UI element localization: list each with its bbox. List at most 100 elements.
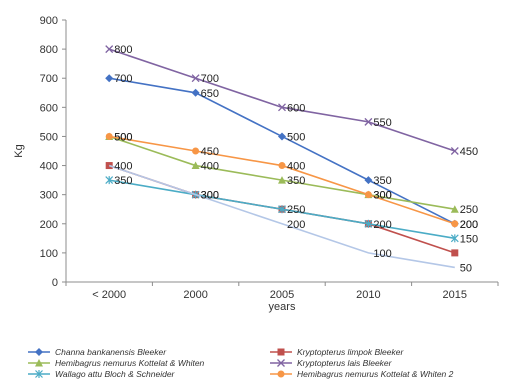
legend-marker (35, 370, 43, 378)
series-line (108, 164, 455, 269)
x-tick-label: 2000 (183, 289, 207, 301)
data-label: 500 (287, 131, 305, 143)
series-lines (105, 45, 459, 269)
data-point (450, 205, 459, 213)
y-tick-label: 400 (40, 161, 58, 173)
legend-item: Kryptopterus limpok Bleeker (270, 347, 404, 357)
data-label: 500 (114, 131, 132, 143)
data-label: 300 (373, 190, 391, 202)
data-label: 400 (114, 161, 132, 173)
data-label: 400 (201, 161, 219, 173)
legend-item: Hemibagrus nemurus Kottelat & Whiten (28, 358, 205, 368)
legend-label: Wallago attu Bloch & Schneider (55, 369, 176, 379)
data-label: 700 (201, 73, 219, 85)
data-label: 300 (201, 190, 219, 202)
data-label: 450 (460, 146, 478, 158)
x-axis-title: years (269, 301, 296, 313)
y-tick-label: 0 (52, 277, 58, 289)
data-label: 650 (201, 88, 219, 100)
legend-marker (35, 348, 43, 356)
y-tick-label: 800 (40, 44, 58, 56)
marker-shape (364, 117, 373, 126)
marker-shape (450, 205, 459, 213)
data-point (450, 234, 459, 243)
y-tick-label: 100 (40, 248, 58, 260)
y-tick-label: 600 (40, 102, 58, 114)
marker-shape (277, 370, 285, 378)
marker-shape (451, 220, 459, 228)
marker-shape (105, 45, 114, 54)
data-point (191, 161, 200, 170)
y-tick-label: 500 (40, 131, 58, 143)
data-label: 500 (114, 131, 132, 143)
legend-item: Hemibagrus nemurus Kottelat & Whiten 2 (270, 369, 454, 379)
data-label: 550 (373, 117, 391, 129)
data-point (364, 191, 372, 199)
data-point (192, 147, 200, 155)
legend-marker (277, 359, 285, 367)
marker-shape (105, 74, 114, 83)
series-line (109, 77, 456, 225)
marker-shape (278, 103, 286, 112)
legend-label: Kryptopterus limpok Bleeker (297, 347, 404, 357)
data-point (364, 176, 373, 185)
data-label: 200 (287, 219, 305, 231)
legend-item: Wallago attu Bloch & Schneider (28, 369, 176, 379)
y-tick-label: 300 (40, 190, 58, 202)
marker-shape (364, 191, 372, 199)
legend-item: Kryptopterus lais Bleeker (270, 358, 393, 368)
marker-shape (278, 132, 286, 141)
data-point (278, 205, 286, 214)
data-point (278, 132, 286, 141)
data-point (451, 220, 459, 228)
marker-shape (364, 176, 373, 185)
data-point (191, 88, 200, 97)
data-label: 400 (287, 161, 305, 173)
data-label: 350 (373, 175, 391, 187)
data-label: 100 (373, 248, 391, 260)
data-label: 350 (287, 175, 305, 187)
legend-label: Channa bankanensis Bleeker (55, 347, 167, 357)
data-label: 250 (460, 204, 478, 216)
marker-shape (277, 359, 285, 367)
x-tick-label: < 2000 (92, 289, 126, 301)
marker-shape (278, 162, 286, 170)
x-tick-label: 2005 (270, 289, 294, 301)
data-point (191, 74, 200, 83)
marker-shape (35, 348, 43, 356)
data-label: 200 (373, 219, 391, 231)
data-label: 250 (287, 204, 305, 216)
data-point (105, 45, 114, 54)
marker-shape (191, 88, 200, 97)
legend-label: Kryptopterus lais Bleeker (297, 358, 393, 368)
data-point (450, 147, 459, 155)
data-point (105, 176, 114, 185)
data-point (451, 249, 459, 257)
marker-shape (35, 359, 43, 367)
legend-marker (35, 359, 43, 367)
y-axis-title: Kg (13, 144, 25, 157)
marker-shape (191, 74, 200, 83)
data-point (364, 219, 373, 228)
data-label: 350 (114, 175, 132, 187)
axes: 0 100 200 300 400 500 600 700 800 900 < 2000 2000 20… (13, 15, 499, 313)
legend-label: Hemibagrus nemurus Kottelat & Whiten 2 (297, 369, 454, 379)
data-point (278, 176, 286, 184)
marker-shape (192, 147, 200, 155)
marker-shape (451, 249, 459, 257)
data-label: 300 (373, 190, 391, 202)
data-point (364, 117, 373, 126)
data-point (278, 103, 286, 112)
x-tick-label: 2015 (443, 289, 467, 301)
data-label: 300 (201, 190, 219, 202)
data-label: 150 (460, 233, 478, 245)
y-tick-label: 200 (40, 219, 58, 231)
legend-marker (277, 370, 285, 378)
y-tick-label: 700 (40, 73, 58, 85)
legend-label: Hemibagrus nemurus Kottelat & Whiten (55, 358, 205, 368)
data-label: 800 (114, 44, 132, 56)
marker-shape (105, 132, 113, 140)
marker-shape (450, 147, 459, 155)
data-label: 50 (460, 262, 472, 274)
